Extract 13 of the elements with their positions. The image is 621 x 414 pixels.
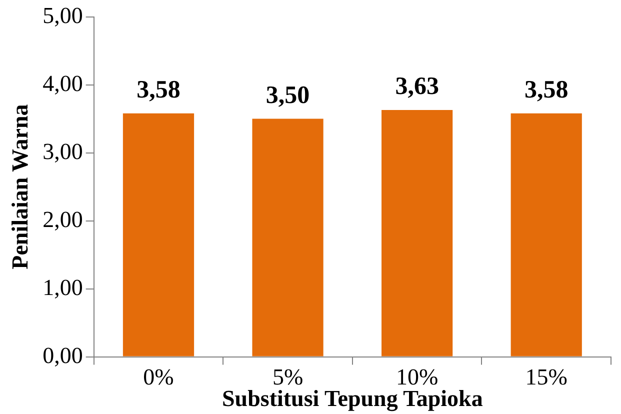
y-tick-label: 3,00 <box>42 138 83 164</box>
y-axis-title: Penilaian Warna <box>8 104 33 270</box>
y-tick-label: 1,00 <box>42 274 83 300</box>
y-tick-label: 2,00 <box>42 206 83 232</box>
y-tick-label: 0,00 <box>42 342 83 368</box>
x-tick-label: 15% <box>525 364 568 390</box>
data-label: 3,50 <box>266 82 310 109</box>
y-tick-label: 5,00 <box>42 2 83 28</box>
x-tick-label: 0% <box>143 364 174 390</box>
data-label: 3,58 <box>136 76 180 104</box>
y-tick-label: 4,00 <box>42 70 83 96</box>
data-label: 3,63 <box>395 72 439 100</box>
data-label: 3,58 <box>524 76 568 104</box>
